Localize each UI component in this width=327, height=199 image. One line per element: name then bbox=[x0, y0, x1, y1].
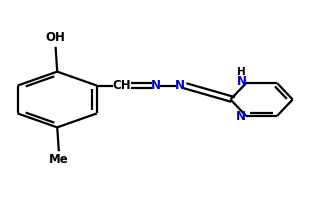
Text: N: N bbox=[237, 75, 247, 88]
Text: OH: OH bbox=[46, 31, 65, 44]
Text: H: H bbox=[237, 67, 246, 77]
Text: N: N bbox=[151, 79, 161, 92]
Text: N: N bbox=[175, 79, 185, 92]
Text: Me: Me bbox=[49, 153, 69, 166]
Text: CH: CH bbox=[112, 79, 131, 92]
Text: N: N bbox=[236, 110, 246, 123]
